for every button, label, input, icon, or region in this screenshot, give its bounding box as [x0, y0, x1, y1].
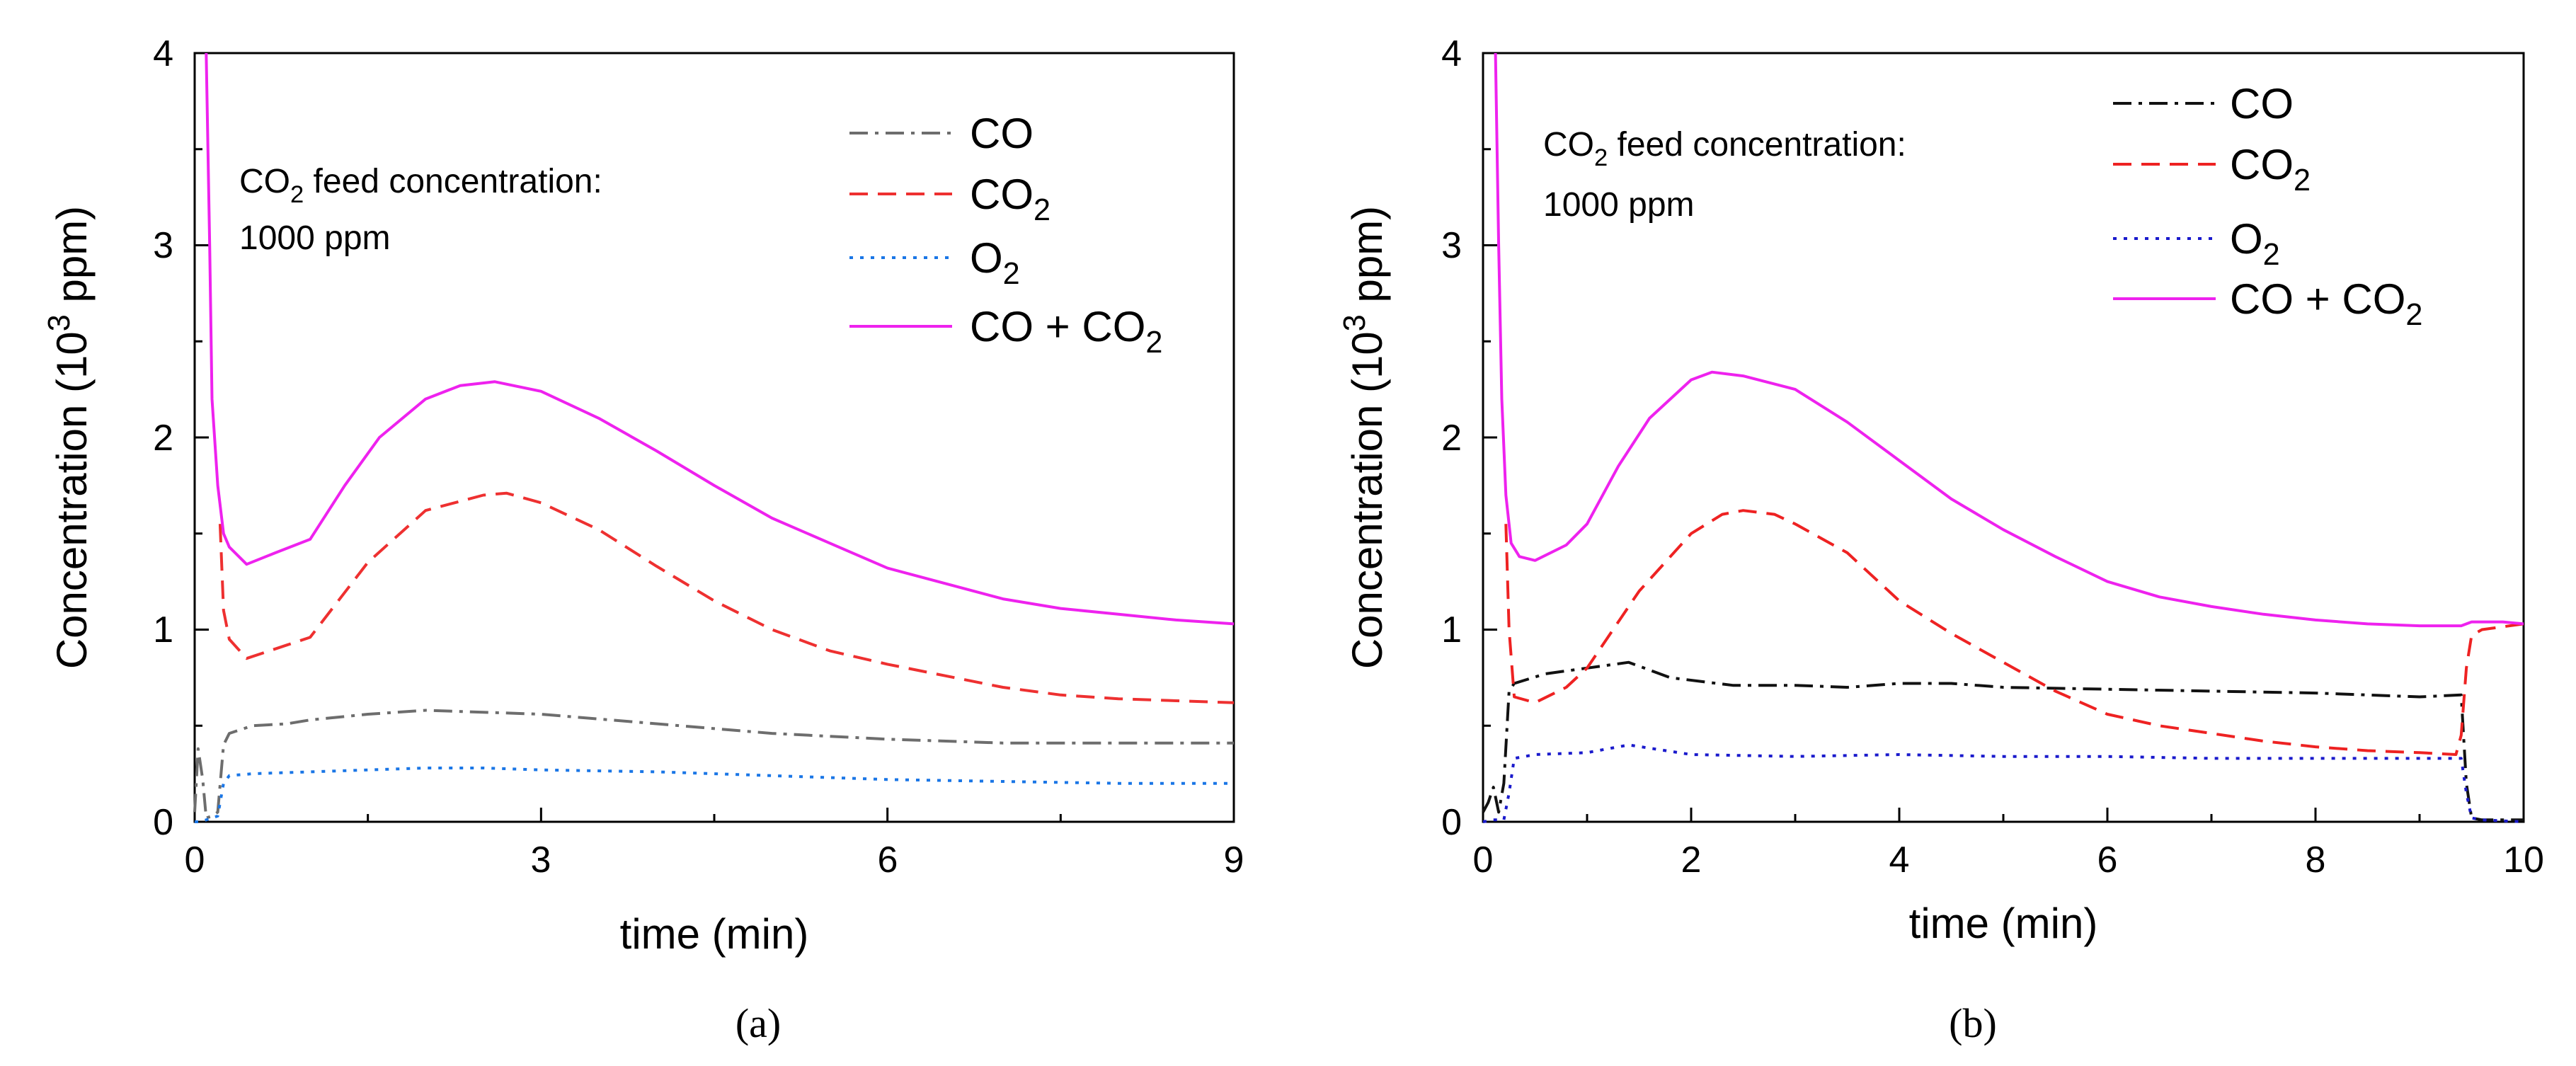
- panel-a-annotation-line-1: CO2 feed concentration:: [239, 163, 602, 208]
- panel-b-legend-label-sum: CO + CO2: [2230, 275, 2422, 332]
- panel-a-legend-label-co: CO: [970, 110, 1034, 157]
- panel-a-y-axis-title-prefix: Concentration (10: [48, 331, 96, 669]
- panel-a-y-tick-label-0: 0: [153, 802, 173, 843]
- panel-b-x-axis-title: time (min): [1909, 900, 2098, 947]
- panel-a-series-line-o2: [195, 767, 1234, 823]
- panel-b-legend-label-co: CO: [2230, 80, 2294, 127]
- panel-a-y-axis-title-suffix: ppm): [48, 206, 96, 314]
- panel-a-series-line-co2: [218, 491, 1235, 704]
- panel-b-x-tick-label-1: 2: [1681, 839, 1702, 881]
- panel-a-legend-label-o2: O2: [970, 234, 1020, 291]
- panel-a-y-axis-title-sup: 3: [42, 314, 76, 331]
- panel-a-x-tick-label-0: 0: [185, 839, 205, 881]
- panel-a-legend-label-sum: CO + CO2: [970, 303, 1162, 360]
- panel-b-x-tick-label-5: 10: [2503, 839, 2544, 881]
- panel-a-x-tick-label-2: 6: [878, 839, 898, 881]
- panel-a-caption: (a): [735, 1000, 781, 1046]
- panel-b-x-tick-label-4: 8: [2306, 839, 2326, 881]
- panel-b-series-line-o2: [1482, 743, 2524, 823]
- panel-b-tick-marks: [1482, 52, 2525, 823]
- panel-b-y-axis-title-suffix: ppm): [1344, 206, 1391, 314]
- panel-b-annotation-line-1: CO2 feed concentration:: [1543, 126, 1906, 171]
- panel-b-y-axis-title: Concentration (103 ppm): [1338, 206, 1391, 669]
- panel-b-series-line-co2: [1504, 509, 2524, 756]
- panel-a-y-tick-label-4: 4: [153, 33, 173, 74]
- panel-b-y-axis-title-prefix: Concentration (10: [1344, 331, 1391, 669]
- panel-a-y-tick-label-3: 3: [153, 225, 173, 266]
- panel-b-y-tick-label-1: 1: [1441, 609, 1462, 651]
- panel-b-y-tick-label-0: 0: [1441, 802, 1462, 843]
- panel-a-x-axis-title: time (min): [620, 910, 809, 958]
- panel-a: 0 1 2 3 4 0 3 6 9 time (min) Concentrati…: [42, 33, 1244, 1046]
- panel-a-y-tick-label-1: 1: [153, 609, 173, 651]
- panel-a-series-lines: [193, 52, 1235, 823]
- panel-b-legend-label-co2: CO2: [2230, 141, 2311, 197]
- panel-b-annotation-line-2: 1000 ppm: [1543, 186, 1695, 224]
- panel-b-x-tick-label-3: 6: [2097, 839, 2118, 881]
- panel-b-x-tick-label-0: 0: [1473, 839, 1494, 881]
- panel-a-y-tick-label-2: 2: [153, 418, 173, 459]
- panel-b-y-tick-label-2: 2: [1441, 418, 1462, 459]
- panel-a-series-line-sum: [205, 52, 1235, 626]
- panel-b-series-line-sum: [1494, 52, 2524, 628]
- panel-b-series-line-co: [1482, 660, 2524, 822]
- panel-a-series-line-co: [193, 709, 1234, 820]
- panel-b-series-lines: [1482, 52, 2524, 823]
- panel-b-y-tick-label-4: 4: [1441, 33, 1462, 74]
- panel-a-tick-marks: [193, 52, 1235, 823]
- panel-a-annotation-line-2: 1000 ppm: [239, 219, 391, 257]
- panel-a-x-tick-label-3: 9: [1224, 839, 1244, 881]
- panel-b-legend-label-o2: O2: [2230, 215, 2280, 272]
- panel-b-x-tick-label-2: 4: [1889, 839, 1910, 881]
- panel-a-legend: CO CO2 O2 CO + CO2: [849, 110, 1162, 360]
- panel-b-y-axis-title-sup: 3: [1338, 314, 1372, 331]
- panel-a-y-axis-title: Concentration (103 ppm): [42, 206, 96, 669]
- panel-a-legend-label-co2: CO2: [970, 171, 1051, 227]
- panel-b-caption: (b): [1949, 1000, 1997, 1046]
- panel-b-y-tick-label-3: 3: [1441, 225, 1462, 266]
- panel-b: 0 1 2 3 4 0 2 4 6 8 10 time (min) Concen…: [1338, 33, 2544, 1046]
- panel-b-plot-frame: [1482, 52, 2525, 823]
- panel-b-legend: CO CO2 O2 CO + CO2: [2113, 80, 2422, 332]
- panel-a-x-tick-label-1: 3: [531, 839, 551, 881]
